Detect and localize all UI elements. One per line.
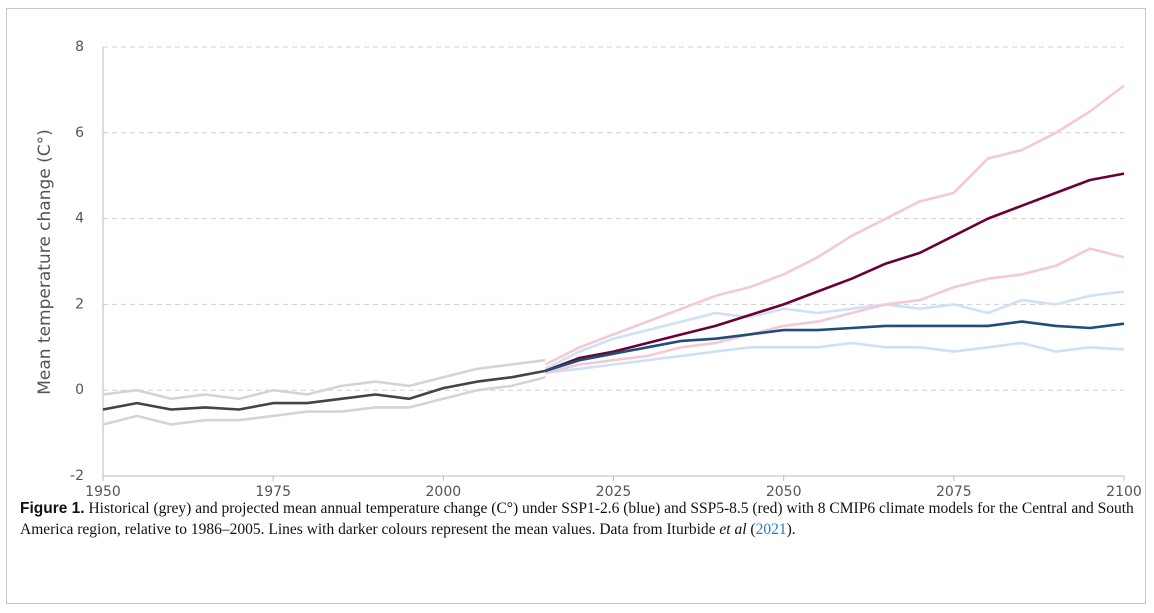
series-line bbox=[102, 358, 546, 401]
series-line bbox=[545, 341, 1125, 375]
y-tick-label: 2 bbox=[75, 296, 84, 312]
x-tick-label: 2100 bbox=[1106, 484, 1142, 500]
citation-link[interactable]: 2021 bbox=[755, 521, 787, 538]
series-line bbox=[545, 320, 1125, 373]
caption-text: ( bbox=[746, 521, 756, 538]
figure-frame bbox=[6, 8, 1146, 604]
series-line bbox=[102, 369, 546, 411]
x-tick-label: 2075 bbox=[936, 484, 972, 500]
x-tick-label: 2025 bbox=[596, 484, 632, 500]
series-line bbox=[544, 290, 1125, 370]
series-line bbox=[544, 172, 1125, 373]
x-tick-label: 1975 bbox=[255, 484, 291, 500]
series-line bbox=[544, 84, 1125, 366]
caption: Figure 1. Historical (grey) and projecte… bbox=[20, 498, 1135, 540]
y-tick-label: 8 bbox=[75, 39, 84, 55]
series-line bbox=[102, 376, 546, 426]
y-axis-label: Mean temperature change (C°) bbox=[35, 129, 55, 395]
chart: Mean temperature change (C°) -2 0 2 4 6 8 1950… bbox=[35, 39, 1142, 500]
y-tick-label: 4 bbox=[75, 211, 84, 227]
x-tick-label: 2000 bbox=[426, 484, 462, 500]
caption-italic: et al bbox=[719, 521, 747, 538]
x-tick-label: 1950 bbox=[85, 484, 121, 500]
y-tick-label: 6 bbox=[75, 125, 84, 141]
y-tick-label: 0 bbox=[75, 382, 84, 398]
caption-text: Historical (grey) and projected mean ann… bbox=[20, 500, 1134, 538]
x-tick-label: 2050 bbox=[766, 484, 802, 500]
series-line bbox=[545, 247, 1125, 375]
caption-text: ). bbox=[786, 521, 796, 538]
caption-label: Figure 1. bbox=[20, 500, 85, 517]
y-tick-label: -2 bbox=[70, 468, 84, 484]
